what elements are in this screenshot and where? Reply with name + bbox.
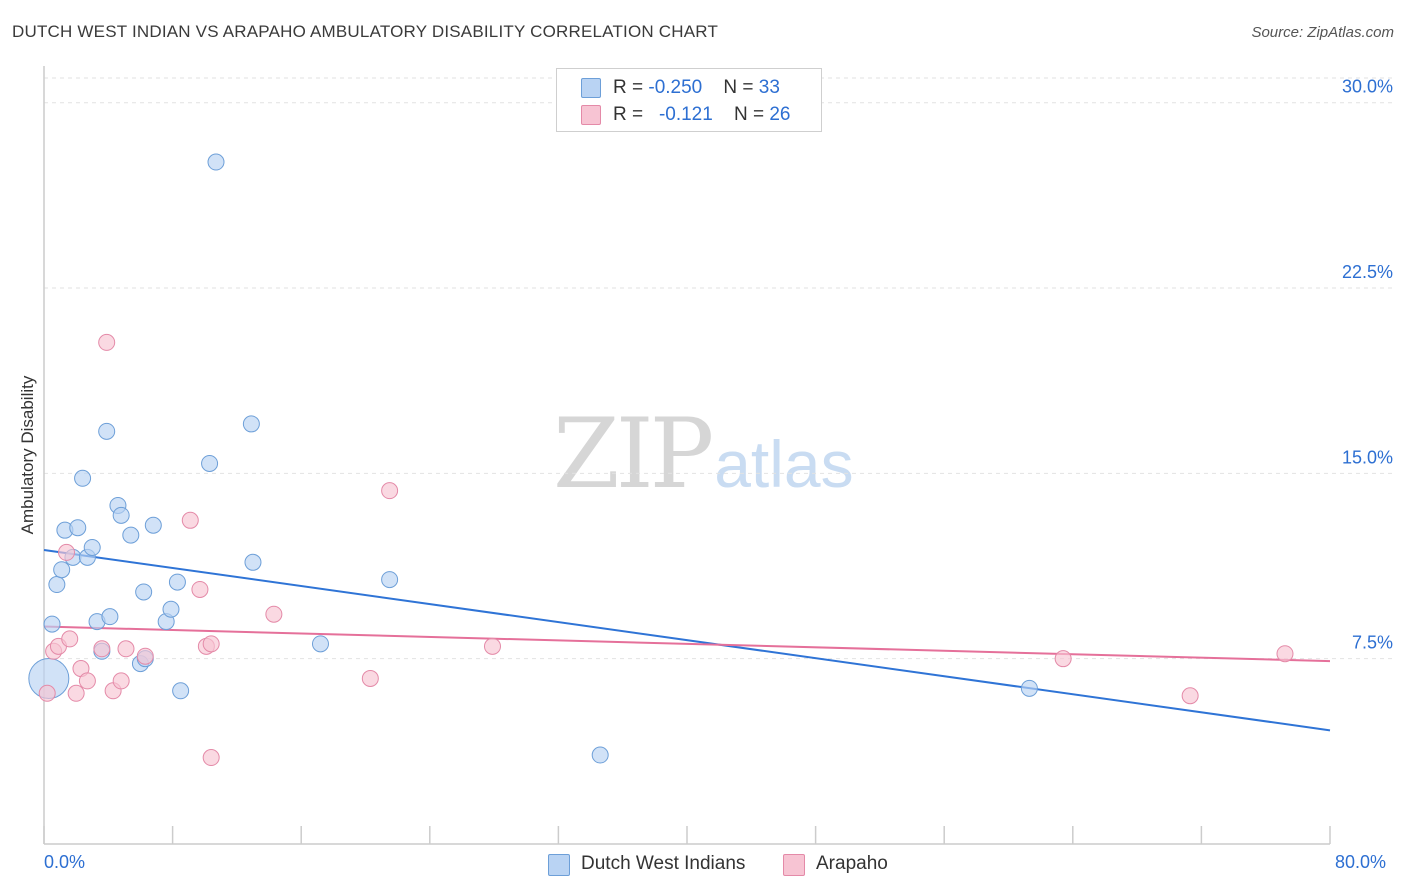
bottom-legend-label: Arapaho: [816, 853, 888, 874]
point-arapaho: [1054, 650, 1072, 668]
y-axis-label: Ambulatory Disability: [18, 375, 37, 535]
point-arapaho: [136, 647, 154, 665]
point-arapaho: [191, 580, 209, 598]
point-arapaho: [202, 635, 220, 653]
data-points: [28, 153, 1294, 767]
point-dutch-west-indians: [48, 576, 66, 594]
y-tick-label: 22.5%: [1342, 262, 1393, 282]
point-dutch-west-indians: [135, 583, 153, 601]
point-dutch-west-indians: [69, 519, 87, 537]
point-arapaho: [67, 684, 85, 702]
trend-line-dutch-west-indians: [43, 548, 1331, 732]
x-tick-label-max: 80.0%: [1335, 852, 1387, 872]
point-arapaho: [361, 669, 379, 687]
point-dutch-west-indians: [162, 600, 180, 618]
axes: [43, 66, 1331, 845]
point-arapaho: [181, 511, 199, 529]
legend-n-label: N =: [733, 104, 770, 125]
point-dutch-west-indians: [43, 615, 61, 633]
chart-title: DUTCH WEST INDIAN VS ARAPAHO AMBULATORY …: [12, 22, 719, 41]
legend-n-value: 33: [758, 77, 780, 98]
source-label: Source: ZipAtlas.com: [1251, 24, 1394, 41]
point-arapaho: [98, 333, 116, 351]
point-arapaho: [1276, 645, 1294, 663]
point-arapaho: [483, 637, 501, 655]
point-dutch-west-indians: [244, 553, 262, 571]
y-tick-label: 30.0%: [1342, 77, 1393, 97]
point-arapaho: [1181, 687, 1199, 705]
point-dutch-west-indians: [201, 454, 219, 472]
point-arapaho: [112, 672, 130, 690]
legend-n-label: N =: [723, 77, 759, 98]
point-arapaho: [202, 749, 220, 767]
point-arapaho: [381, 482, 399, 500]
grid-lines: [44, 77, 1392, 660]
stats-legend: R = -0.250 N = 33 R = -0.121 N = 26: [556, 68, 822, 132]
point-dutch-west-indians: [311, 635, 329, 653]
point-dutch-west-indians: [98, 422, 116, 440]
point-dutch-west-indians: [112, 506, 130, 524]
point-arapaho: [58, 543, 76, 561]
point-arapaho: [93, 640, 111, 658]
point-dutch-west-indians: [122, 526, 140, 544]
legend-r-label: R =: [613, 104, 649, 125]
point-dutch-west-indians: [381, 571, 399, 589]
bottom-legend-label: Dutch West Indians: [581, 853, 746, 874]
legend-r-value: -0.250: [648, 77, 703, 98]
point-dutch-west-indians: [168, 573, 186, 591]
legend-swatch-blue: [581, 78, 601, 98]
point-arapaho: [61, 630, 79, 648]
point-dutch-west-indians: [83, 538, 101, 556]
trend-line-arapaho: [43, 625, 1331, 663]
y-tick-label: 7.5%: [1352, 633, 1393, 653]
point-arapaho: [38, 684, 56, 702]
point-dutch-west-indians: [101, 608, 119, 626]
point-arapaho: [265, 605, 283, 623]
legend-r-value: -0.121: [658, 104, 713, 125]
bottom-legend-swatch-blue: [548, 854, 570, 876]
point-arapaho: [117, 640, 135, 658]
point-dutch-west-indians: [172, 682, 190, 700]
point-dutch-west-indians: [74, 469, 92, 487]
legend-swatch-pink: [581, 105, 601, 125]
point-dutch-west-indians: [1020, 679, 1038, 697]
point-dutch-west-indians: [242, 415, 260, 433]
point-dutch-west-indians: [207, 153, 225, 171]
y-tick-labels: 7.5% 15.0% 22.5% 30.0%: [1342, 77, 1393, 653]
point-dutch-west-indians: [53, 561, 71, 579]
legend-n-value: 26: [769, 104, 791, 125]
point-dutch-west-indians: [591, 746, 609, 764]
bottom-legend-swatch-pink: [783, 854, 805, 876]
point-arapaho: [78, 672, 96, 690]
x-tick-label-min: 0.0%: [44, 852, 86, 872]
y-tick-label: 15.0%: [1342, 447, 1393, 467]
trend-lines: [43, 548, 1331, 732]
point-dutch-west-indians: [144, 516, 162, 534]
legend-r-label: R =: [613, 77, 649, 98]
